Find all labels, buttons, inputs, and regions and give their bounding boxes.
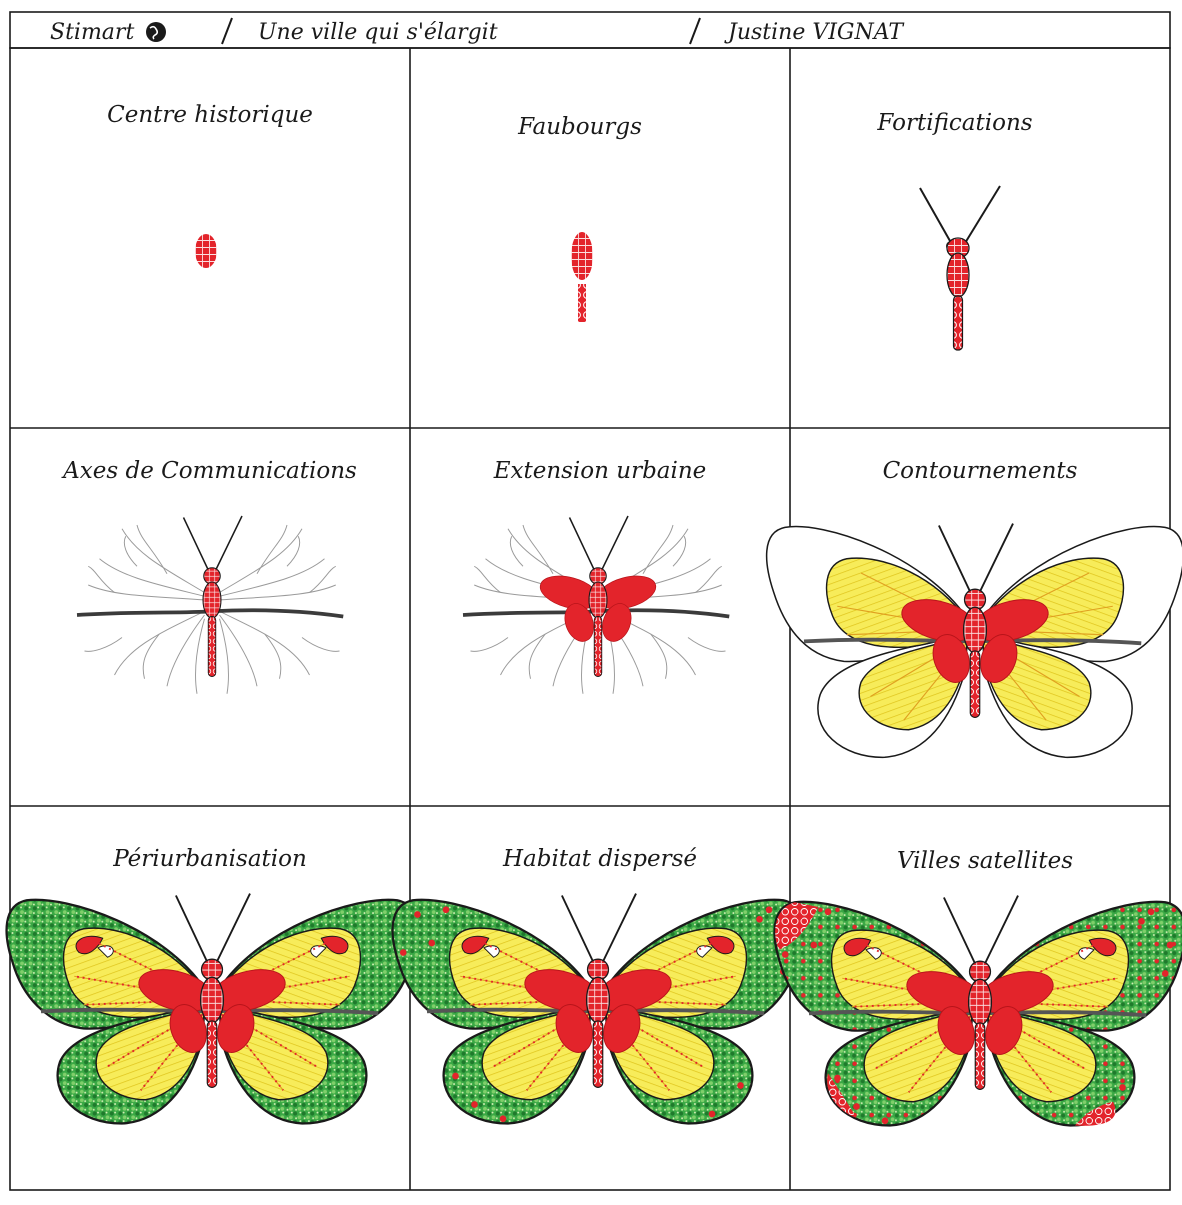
panel-grid — [9, 47, 1171, 1191]
fortified-thorax — [946, 252, 970, 298]
antenna-right — [601, 515, 629, 571]
antenna-right — [601, 893, 637, 963]
caption-axes-communications: Axes de Communications — [61, 458, 357, 484]
header-band: Stimart Une ville qui s'élargit Justine … — [9, 11, 1171, 49]
butterfly-abdomen — [592, 1020, 604, 1088]
scattered-habitat-dots — [781, 908, 1174, 1125]
historic-core — [195, 234, 217, 268]
drawing-periurbanisation — [5, 893, 419, 1125]
antenna-right — [215, 515, 243, 571]
header-author: Justine VIGNAT — [724, 20, 905, 45]
antenna-left — [561, 895, 595, 963]
butterfly-thorax — [202, 581, 222, 619]
caption-habitat-disperse: Habitat dispersé — [502, 846, 697, 872]
antenna-left — [568, 517, 595, 571]
antenna-right — [978, 523, 1014, 593]
butterfly-thorax — [199, 976, 225, 1024]
fortified-abdomen — [952, 295, 964, 351]
butterfly-abdomen — [974, 1022, 986, 1090]
caption-fortifications: Fortifications — [876, 110, 1032, 136]
urban-spots-on-wings — [75, 935, 349, 958]
antenna-left — [182, 517, 209, 571]
drawing-villes-satellites — [773, 895, 1182, 1127]
caption-villes-satellites: Villes satellites — [897, 848, 1073, 874]
road-network — [84, 524, 340, 694]
drawing-axes-communications — [76, 515, 344, 694]
antenna-right — [961, 185, 1001, 249]
butterfly-abdomen — [207, 616, 217, 677]
drawing-fortifications — [919, 185, 1001, 351]
butterfly-abdomen — [593, 616, 603, 677]
drawing-faubourgs — [571, 232, 593, 322]
butterfly-abdomen — [206, 1020, 218, 1088]
globe-icon — [146, 22, 166, 42]
caption-faubourgs: Faubourgs — [517, 114, 642, 140]
butterfly-thorax — [967, 978, 993, 1026]
brand-label: Stimart — [50, 20, 134, 45]
urban-extension-wings — [901, 599, 1049, 683]
header-title: Une ville qui s'élargit — [258, 20, 498, 45]
urban-extension-wings — [524, 969, 672, 1053]
captions: Centre historique Faubourgs Fortificatio… — [61, 102, 1077, 874]
caption-centre-historique: Centre historique — [107, 102, 313, 128]
urban-extension-wings — [539, 575, 657, 642]
historic-core — [571, 232, 593, 280]
faubourg-strip — [578, 284, 586, 322]
antenna-right — [215, 893, 251, 963]
butterfly-abdomen — [969, 650, 981, 718]
drawing-contournements — [765, 523, 1182, 759]
butterfly-thorax — [962, 606, 988, 654]
drawing-extension-urbaine — [462, 515, 730, 694]
drawing-habitat-disperse — [391, 893, 805, 1125]
antenna-left — [943, 897, 977, 965]
butterfly-thorax — [588, 581, 608, 619]
antenna-left — [938, 525, 972, 593]
caption-contournements: Contournements — [883, 458, 1078, 484]
drawing-centre-historique — [195, 234, 217, 268]
butterfly-thorax — [585, 976, 611, 1024]
urban-extension-wings — [138, 969, 286, 1053]
caption-periurbanisation: Périurbanisation — [112, 846, 307, 872]
antenna-right — [983, 895, 1019, 965]
caption-extension-urbaine: Extension urbaine — [493, 458, 707, 484]
antenna-left — [175, 895, 209, 963]
antenna-left — [919, 187, 955, 249]
dotted-vein-settlements — [74, 942, 350, 1091]
urban-spots-on-wings — [843, 937, 1117, 960]
